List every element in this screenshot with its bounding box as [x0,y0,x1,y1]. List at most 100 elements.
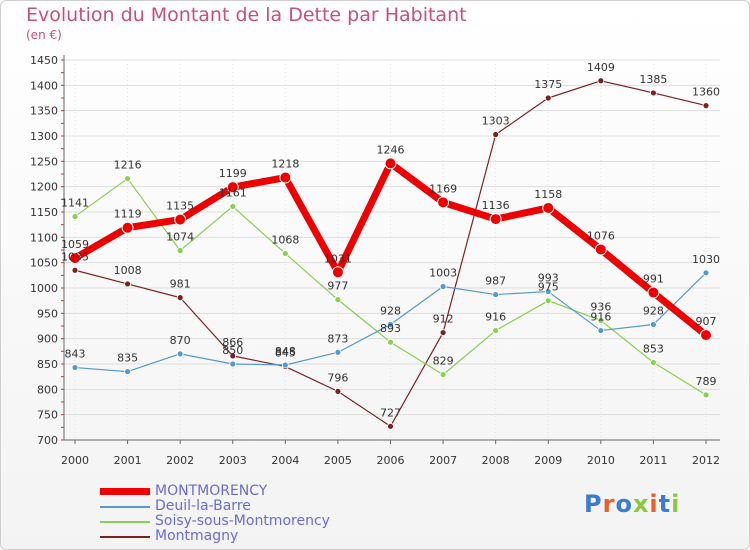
legend-label: Soisy-sous-Montmorency [155,513,330,529]
data-point [229,203,237,210]
x-tick-label: 2000 [61,454,89,467]
data-point [229,352,237,360]
x-tick-label: 2012 [692,454,720,467]
y-tick-label: 1150 [30,206,58,219]
data-point [71,364,79,371]
data-label: 1216 [114,159,142,172]
data-point [124,368,131,376]
data-label: 1031 [324,252,352,265]
chart-title: Evolution du Montant de la Dette par Hab… [26,4,467,26]
y-tick-label: 1000 [30,282,58,295]
data-point [281,250,289,257]
x-tick-label: 2007 [429,454,457,467]
data-point [650,89,657,97]
data-point [437,196,450,209]
data-label: 1035 [61,250,89,263]
data-label: 835 [117,352,138,365]
data-point [492,291,500,298]
data-label: 866 [222,336,243,349]
legend-swatch [100,520,150,523]
y-tick-label: 800 [37,383,58,396]
legend-swatch [100,505,150,508]
data-label: 829 [433,355,454,368]
logo-letter: x [632,490,650,518]
data-label: 789 [696,375,717,388]
data-label: 850 [222,344,243,357]
data-point [544,297,552,305]
data-label: 1385 [639,73,667,86]
data-label: 993 [538,272,559,285]
legend-item-deuil-la-barre: Deuil-la-Barre [100,499,330,514]
y-tick-label: 1100 [30,231,58,244]
y-tick-label: 1200 [30,181,58,194]
data-point [439,329,447,336]
data-label: 928 [643,304,664,317]
x-tick-label: 2008 [482,454,510,467]
data-label: 1074 [166,231,194,244]
logo-letter: t [658,490,672,518]
data-point [542,201,555,214]
data-point [176,350,184,358]
data-point [544,94,552,102]
data-label: 1246 [377,143,405,156]
data-point [439,283,447,290]
data-label: 1008 [114,264,142,277]
legend-item-montmagny: Montmagny [100,529,330,544]
data-label: 975 [538,281,559,294]
data-label: 853 [643,342,664,355]
data-label: 1076 [587,229,615,242]
y-tick-label: 750 [37,409,58,422]
data-point [334,296,342,304]
logo-letter: i [671,490,681,518]
data-label: 1059 [61,238,89,251]
legend-label: Montmagny [155,528,239,544]
legend-item-montmorency: MONTMORENCY [100,484,330,499]
data-label: 936 [590,300,611,313]
data-label: 1141 [61,197,89,210]
data-label: 991 [643,273,664,286]
data-label: 907 [696,315,717,328]
data-label: 987 [485,275,506,288]
x-tick-label: 2011 [639,454,667,467]
data-point [702,391,710,399]
data-point [700,329,712,342]
data-point [69,252,81,265]
data-point [597,77,605,85]
data-label: 916 [485,311,506,324]
data-point [492,327,500,334]
data-point [439,371,447,379]
data-label: 1169 [429,182,457,195]
chart-legend: MONTMORENCY Deuil-la-Barre Soisy-sous-Mo… [100,484,330,544]
data-point [71,213,79,220]
data-point [334,387,342,395]
data-point [597,327,605,334]
data-label: 1303 [482,114,510,127]
data-label: 1360 [692,86,720,99]
data-label: 873 [327,332,348,345]
y-tick-label: 950 [37,307,58,320]
data-point [594,243,607,256]
data-point [387,338,394,346]
data-point [331,266,344,279]
data-point [279,171,292,184]
data-point [176,294,184,302]
data-point [124,175,131,182]
data-label: 1375 [534,78,562,91]
data-point [174,213,187,226]
data-label: 916 [590,311,611,324]
data-label: 845 [275,347,296,360]
data-label: 796 [327,371,348,384]
data-point [121,221,134,234]
data-point [334,348,342,356]
chart-unit-label: (en €) [26,28,62,42]
data-point [702,102,710,109]
data-label: 848 [275,345,296,358]
data-label: 1135 [166,200,194,213]
y-tick-label: 900 [37,333,58,346]
data-point [650,359,657,366]
data-point [544,288,552,295]
y-tick-label: 1350 [30,105,58,118]
y-tick-label: 1400 [30,79,58,92]
data-point [387,422,394,430]
